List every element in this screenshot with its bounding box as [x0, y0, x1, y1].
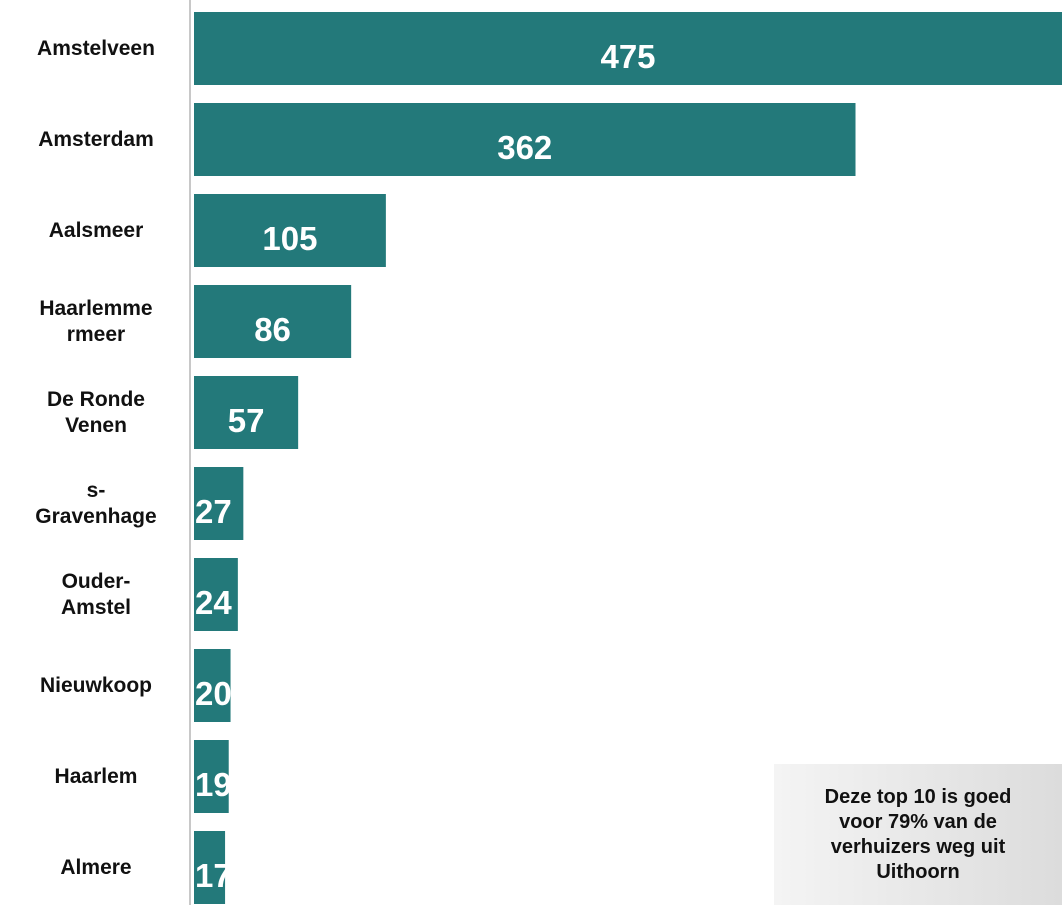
category-label: Ouder-Amstel	[61, 570, 131, 619]
bars-group: 475 362 105 86 57 27 24 20 19 17	[194, 12, 1062, 904]
bar-9	[194, 740, 229, 813]
bar-value-label: 105	[262, 220, 317, 257]
bar-6	[194, 467, 244, 540]
bar-3	[194, 194, 386, 267]
category-labels: Amstelveen Amsterdam Aalsmeer Haarlemme rmee…	[35, 37, 156, 879]
category-label: Amstelveen	[37, 37, 155, 60]
category-label: Amsterdam	[38, 128, 154, 151]
bar-4	[194, 285, 352, 358]
bar-value-label: 27	[195, 493, 232, 530]
bar-value-label: 19	[195, 766, 232, 803]
category-label: Haarlemme rmeer	[39, 297, 152, 346]
category-label: Haarlem	[55, 765, 138, 788]
bar-value-label: 475	[600, 38, 655, 75]
bar-value-label: 20	[195, 675, 232, 712]
category-label: Nieuwkoop	[40, 674, 152, 697]
bar-value-label: 362	[497, 129, 552, 166]
bar-value-label: 17	[195, 857, 232, 894]
bar-value-label: 24	[195, 584, 232, 621]
category-label: De Ronde Venen	[47, 388, 145, 437]
bar-2	[194, 103, 856, 176]
bar-1	[194, 12, 1062, 85]
category-label: Almere	[60, 856, 131, 879]
bar-10	[194, 831, 226, 904]
bar-7	[194, 558, 238, 631]
category-label: s-Gravenhage	[35, 479, 156, 528]
category-label: Aalsmeer	[49, 219, 144, 242]
bar-5	[194, 376, 299, 449]
bar-value-label: 86	[254, 311, 291, 348]
summary-note-text: Deze top 10 is goed voor 79% van de verh…	[824, 785, 1012, 883]
bar-value-label: 57	[228, 402, 265, 439]
bar-8	[194, 649, 231, 722]
summary-note-box: Deze top 10 is goed voor 79% van de verh…	[774, 764, 1062, 905]
